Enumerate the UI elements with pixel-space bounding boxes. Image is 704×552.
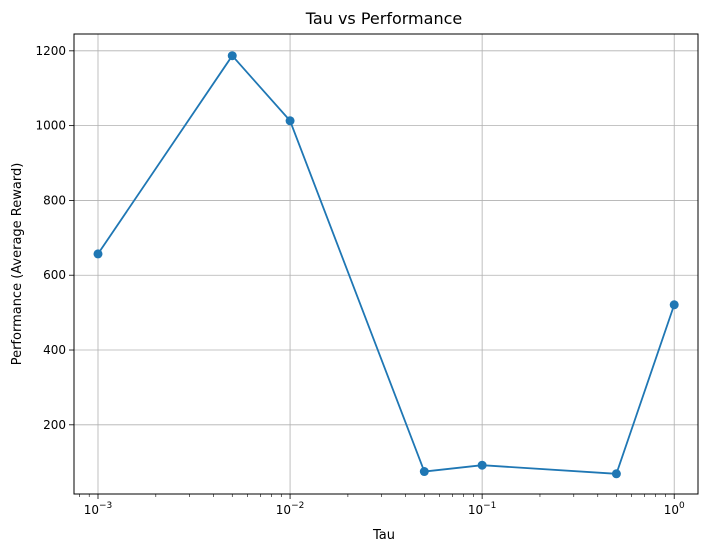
data-point [419, 467, 429, 477]
chart-title: Tau vs Performance [305, 9, 462, 28]
grid [74, 34, 698, 494]
data-point [669, 300, 679, 310]
data-point [227, 51, 237, 61]
plot-area [73, 33, 699, 495]
data-point [611, 469, 621, 479]
series-layer [93, 51, 679, 479]
data-point [477, 460, 487, 470]
data-point [285, 116, 295, 126]
y-axis: 200 400 600 800 1000 1200 [35, 44, 74, 432]
y-tick-label: 400 [43, 343, 66, 357]
x-tick-label: 10−1 [468, 501, 497, 517]
x-axis: 10−3 10−2 10−1 100 [79, 494, 685, 517]
data-point [93, 249, 103, 259]
x-tick-label: 100 [664, 501, 685, 517]
x-axis-label: Tau [372, 528, 395, 543]
y-tick-label: 200 [43, 418, 66, 432]
plot-background [74, 34, 698, 494]
x-tick-label: 10−3 [84, 501, 113, 517]
x-tick-label: 10−2 [276, 501, 305, 517]
y-tick-label: 1200 [35, 44, 66, 58]
y-tick-label: 600 [43, 268, 66, 282]
y-axis-label: Performance (Average Reward) [10, 163, 25, 366]
y-tick-label: 1000 [35, 119, 66, 133]
y-tick-label: 800 [43, 193, 66, 207]
plot-frame [73, 33, 699, 495]
